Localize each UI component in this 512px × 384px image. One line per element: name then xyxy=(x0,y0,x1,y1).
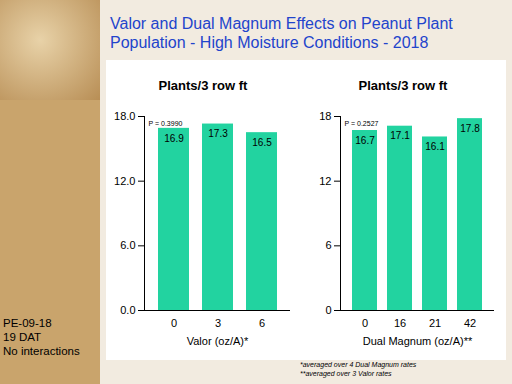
svg-text:17.1: 17.1 xyxy=(390,130,410,141)
svg-text:0: 0 xyxy=(362,317,368,329)
svg-text:P = 0.2527: P = 0.2527 xyxy=(345,120,379,127)
svg-text:42: 42 xyxy=(464,317,476,329)
html-text:Plants/3 row ft: Plants/3 row ft xyxy=(358,78,448,93)
svg-text:Dual Magnum (oz/A)**: Dual Magnum (oz/A)** xyxy=(363,335,473,347)
svg-text:17.8: 17.8 xyxy=(460,123,480,134)
svg-text:12: 12 xyxy=(319,175,331,187)
svg-text:16.9: 16.9 xyxy=(164,133,184,144)
html-text:No interactions: No interactions xyxy=(3,345,80,357)
svg-text:18.0: 18.0 xyxy=(114,110,135,122)
html-text:Plants/3 row ft: Plants/3 row ft xyxy=(158,78,248,93)
svg-text:3: 3 xyxy=(215,317,221,329)
svg-text:6: 6 xyxy=(259,317,265,329)
svg-text:18: 18 xyxy=(319,110,331,122)
svg-text:0: 0 xyxy=(325,304,331,316)
html-text:**averaged over 3 Valor rates: **averaged over 3 Valor rates xyxy=(300,370,392,377)
html-text:*averaged over 4 Dual Magnum r: *averaged over 4 Dual Magnum rates xyxy=(300,361,417,368)
svg-text:16.5: 16.5 xyxy=(252,137,272,148)
svg-text:16.1: 16.1 xyxy=(425,141,445,152)
html-text:Valor and Dual Magnum Effects: Valor and Dual Magnum Effects on Peanut … xyxy=(110,15,453,51)
svg-text:16.7: 16.7 xyxy=(355,135,375,146)
svg-text:0.0: 0.0 xyxy=(120,304,135,316)
html-text:19 DAT: 19 DAT xyxy=(3,331,42,343)
svg-text:P = 0.3990: P = 0.3990 xyxy=(149,120,183,127)
svg-text:6: 6 xyxy=(325,239,331,251)
svg-text:12.0: 12.0 xyxy=(114,175,135,187)
svg-text:Valor (oz/A)*: Valor (oz/A)* xyxy=(187,335,249,347)
svg-text:16: 16 xyxy=(394,317,406,329)
svg-text:17.3: 17.3 xyxy=(208,128,228,139)
svg-text:6.0: 6.0 xyxy=(120,239,135,251)
svg-text:21: 21 xyxy=(429,317,441,329)
svg-text:0: 0 xyxy=(171,317,177,329)
html-text:PE-09-18: PE-09-18 xyxy=(3,317,52,329)
